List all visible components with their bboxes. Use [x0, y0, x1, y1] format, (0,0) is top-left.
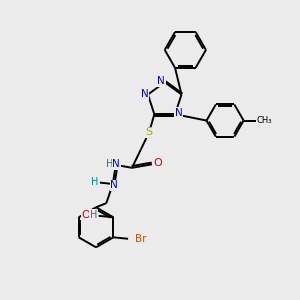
Text: N: N	[112, 159, 120, 169]
Text: Br: Br	[136, 234, 147, 244]
Text: N: N	[110, 181, 118, 190]
Text: H: H	[90, 210, 97, 220]
Text: CH₃: CH₃	[256, 116, 272, 125]
Text: S: S	[146, 128, 153, 137]
Text: N: N	[157, 76, 165, 86]
Text: O: O	[153, 158, 162, 168]
Text: H: H	[106, 159, 113, 169]
Text: N: N	[140, 89, 148, 100]
Text: O: O	[82, 210, 90, 220]
Text: H: H	[92, 177, 99, 187]
Text: N: N	[175, 108, 182, 118]
